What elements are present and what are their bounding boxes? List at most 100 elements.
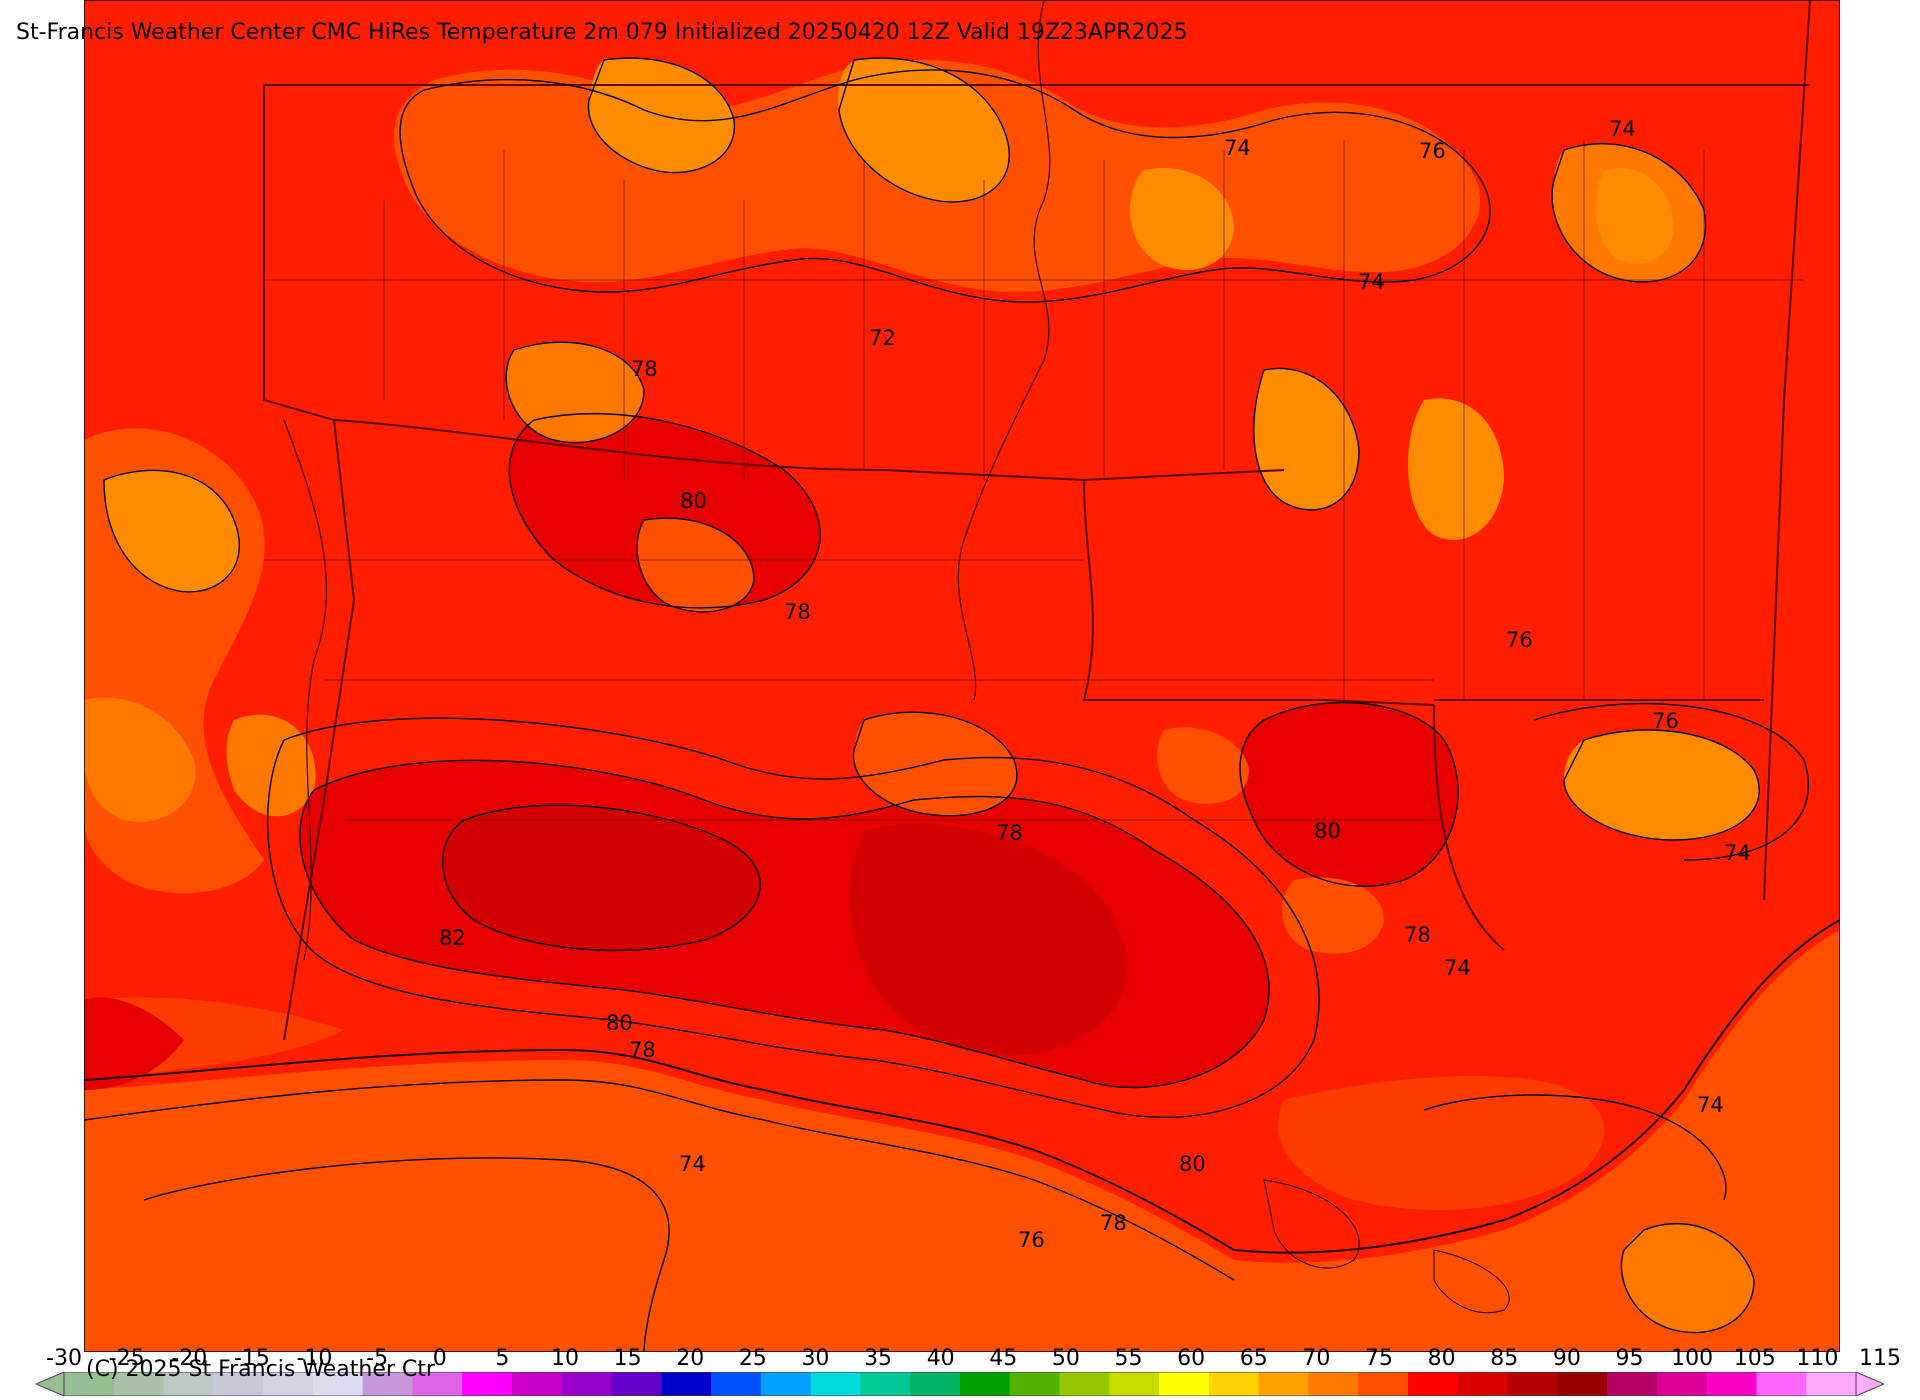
colorbar-tick-label: 115 xyxy=(1859,1346,1901,1371)
map-title: St-Francis Weather Center CMC HiRes Temp… xyxy=(16,20,1188,45)
contour-label: 74 xyxy=(1358,270,1385,294)
border-west xyxy=(263,85,356,1041)
colorbar-tick-label: -15 xyxy=(233,1346,270,1371)
colorbar-swatch xyxy=(213,1372,264,1396)
hot-core-east xyxy=(849,823,1127,1056)
isotherm-76-north xyxy=(399,69,1491,303)
isotherm-74-ga xyxy=(1253,367,1360,511)
north-orange-3 xyxy=(1130,168,1234,270)
contour-label: 80 xyxy=(1314,819,1341,843)
border-east xyxy=(1763,0,1811,901)
ga-orange xyxy=(1253,368,1359,510)
colorbar xyxy=(36,1372,1884,1396)
colorbar-tick-label: 45 xyxy=(989,1346,1018,1371)
border-al xyxy=(1433,704,1505,951)
colorbar-swatch xyxy=(1009,1372,1061,1396)
colorbar-swatch xyxy=(1109,1372,1160,1396)
isotherm-76-coast xyxy=(84,1079,1235,1281)
isotherm-74-gulf xyxy=(143,1157,670,1352)
offshore-band xyxy=(1277,1076,1605,1210)
colorbar-swatch xyxy=(64,1372,115,1396)
fl-orange xyxy=(1564,730,1760,840)
colorbar-swatch xyxy=(1507,1372,1558,1396)
isotherm-78-b xyxy=(636,517,755,613)
border-ms xyxy=(1082,479,1435,706)
border-mid xyxy=(333,419,1285,482)
colorbar-tick-label: 30 xyxy=(801,1346,830,1371)
colorbar-swatch xyxy=(910,1372,961,1396)
isotherm-80-ar xyxy=(508,412,821,609)
colorbar-swatch xyxy=(263,1372,314,1396)
colorbar-swatch xyxy=(1408,1372,1459,1396)
contour-label: 74 xyxy=(1724,841,1751,865)
colorbar-tick-label: -10 xyxy=(296,1346,333,1371)
isotherm-74-fl xyxy=(1563,729,1760,841)
la-cool-patch xyxy=(1282,877,1384,954)
contour-label: 76 xyxy=(1018,1228,1045,1252)
isotherm-78-c xyxy=(852,711,1018,817)
colorbar-tick-label: 40 xyxy=(926,1346,955,1371)
isotherm-74-offshore xyxy=(1423,1094,1727,1201)
isotherm-82 xyxy=(442,804,761,952)
isotherm-80-ms xyxy=(1239,701,1459,887)
contour-label: 78 xyxy=(784,600,811,624)
contour-label: 78 xyxy=(629,1038,656,1062)
contour-label: 80 xyxy=(680,489,707,513)
colorbar-swatch xyxy=(561,1372,613,1396)
colorbar-swatch xyxy=(960,1372,1011,1396)
isotherm-76-fl xyxy=(1533,703,1810,861)
isotherm-72 xyxy=(838,57,1010,203)
colorbar-swatch xyxy=(1358,1372,1409,1396)
colorbar-tick-label: 85 xyxy=(1490,1346,1519,1371)
colorbar-swatch xyxy=(412,1372,463,1396)
colorbar-swatch xyxy=(1208,1372,1260,1396)
colorbar-swatch xyxy=(810,1372,861,1396)
contour-label: 76 xyxy=(1506,628,1533,652)
isotherm-80-core xyxy=(299,759,1270,1089)
contour-label: 74 xyxy=(679,1152,706,1176)
colorbar-tick-label: 50 xyxy=(1051,1346,1080,1371)
colorbar-swatch xyxy=(1457,1372,1509,1396)
isotherms xyxy=(84,57,1810,1352)
coastline xyxy=(84,919,1840,1254)
colorbar-tick-label: 65 xyxy=(1239,1346,1268,1371)
sabine-river xyxy=(283,419,328,961)
colorbar-swatch xyxy=(1756,1372,1807,1396)
isotherm-74-se xyxy=(1620,1222,1755,1334)
county-lines xyxy=(264,140,1804,821)
colorbar-swatch xyxy=(1159,1372,1210,1396)
colorbar-swatch xyxy=(661,1372,712,1396)
contour-label: 74 xyxy=(1224,136,1251,160)
al-orange-2 xyxy=(1595,168,1674,264)
colorbar-swatch xyxy=(312,1372,364,1396)
colorbar-tick-label: 5 xyxy=(495,1346,510,1371)
hot-core-ms xyxy=(1240,702,1459,887)
colorbar-tick-label: 10 xyxy=(550,1346,579,1371)
colorbar-swatch xyxy=(1806,1372,1857,1396)
colorbar-swatch xyxy=(113,1372,165,1396)
isotherm-78-ar xyxy=(505,341,645,444)
colorbar-tick-label: 0 xyxy=(432,1346,447,1371)
colorbar-swatch xyxy=(711,1372,762,1396)
colorbar-tick-label: 15 xyxy=(613,1346,642,1371)
colorbar-tick-labels: -30 -25 -20 -15 -10 -5 0 5 10 15 20 25 30 35 40 45 50 55 6… xyxy=(0,1346,1920,1374)
colorbar-swatch xyxy=(1607,1372,1658,1396)
gulf-water xyxy=(84,930,1840,1352)
colorbar-tick-label: -20 xyxy=(171,1346,208,1371)
contour-label: 74 xyxy=(1697,1093,1724,1117)
contour-label: 80 xyxy=(606,1011,633,1035)
north-orange-2 xyxy=(838,58,1010,202)
copyright-notice: (C) 2025 St Francis Weather Ctr xyxy=(86,1357,435,1382)
ms-cool-patch-2 xyxy=(1156,727,1249,804)
state-borders xyxy=(263,0,1811,1041)
colorbar-tick-label: -30 xyxy=(46,1346,82,1371)
colorbar-tick-label: 70 xyxy=(1302,1346,1331,1371)
colorbar-tick-label: 25 xyxy=(738,1346,767,1371)
contour-label: 78 xyxy=(1100,1211,1127,1235)
contour-label: 78 xyxy=(631,357,658,381)
contour-label: 74 xyxy=(1609,117,1636,141)
ar-cool-patch xyxy=(637,518,754,612)
colorbar-swatch xyxy=(1656,1372,1708,1396)
colorbar-tick-label: 110 xyxy=(1796,1346,1839,1371)
colorbar-tick-label: 100 xyxy=(1671,1346,1714,1371)
